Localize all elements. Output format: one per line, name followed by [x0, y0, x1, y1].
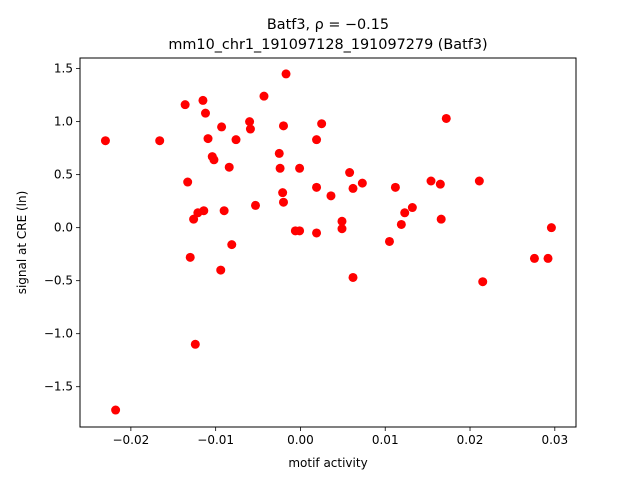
data-point: [435, 179, 445, 189]
data-point: [436, 214, 446, 224]
data-point: [317, 119, 327, 129]
data-point: [224, 162, 234, 172]
data-point: [155, 136, 165, 146]
data-point: [100, 136, 110, 146]
y-tick-label: −1.0: [44, 327, 73, 341]
y-tick-label: 1.5: [54, 62, 73, 76]
data-point: [227, 240, 237, 250]
data-point: [199, 206, 209, 216]
data-point: [189, 214, 199, 224]
data-point: [245, 124, 255, 134]
data-point: [345, 168, 355, 178]
x-tick-label: 0.02: [457, 433, 484, 447]
data-point: [337, 224, 347, 234]
data-point: [185, 252, 195, 262]
data-point: [337, 216, 347, 226]
data-point: [278, 197, 288, 207]
x-tick-label: −0.01: [197, 433, 234, 447]
data-point: [190, 339, 200, 349]
chart-title-line1: Batf3, ρ = −0.15: [267, 17, 389, 33]
chart-title-line2: mm10_chr1_191097128_191097279 (Batf3): [168, 37, 487, 53]
data-point: [278, 121, 288, 131]
data-point: [543, 253, 553, 263]
data-point: [231, 135, 241, 145]
y-tick-label: 0.5: [54, 168, 73, 182]
data-point: [357, 178, 367, 188]
data-point: [111, 405, 121, 415]
y-axis-ticks: −1.5 −1.0 −0.5 0.0 0.5 1.0 1.5: [44, 62, 80, 394]
data-points: [100, 69, 556, 415]
data-point: [384, 236, 394, 246]
data-point: [275, 163, 285, 173]
data-point: [295, 226, 305, 236]
data-point: [312, 135, 322, 145]
y-tick-label: 0.0: [54, 221, 73, 235]
data-point: [200, 108, 210, 118]
data-point: [198, 95, 208, 105]
x-tick-label: 0.03: [541, 433, 568, 447]
data-point: [295, 163, 305, 173]
data-point: [281, 69, 291, 79]
data-point: [478, 277, 488, 287]
data-point: [203, 134, 213, 144]
data-point: [209, 155, 219, 165]
data-point: [400, 208, 410, 218]
x-axis-label: motif activity: [288, 456, 367, 470]
data-point: [474, 176, 484, 186]
data-point: [251, 200, 261, 210]
data-point: [217, 122, 227, 132]
data-point: [259, 91, 269, 101]
data-point: [278, 188, 288, 198]
x-tick-label: 0.01: [372, 433, 399, 447]
data-point: [426, 176, 436, 186]
x-tick-label: −0.02: [112, 433, 149, 447]
plot-frame: [79, 57, 577, 428]
data-point: [407, 203, 417, 213]
y-tick-label: 1.0: [54, 115, 73, 129]
data-point: [312, 182, 322, 192]
data-point: [219, 206, 229, 216]
data-point: [529, 253, 539, 263]
data-point: [546, 223, 556, 233]
x-axis-ticks: −0.02 −0.01 0.00 0.01 0.02 0.03: [112, 427, 568, 447]
y-tick-label: −1.5: [44, 380, 73, 394]
data-point: [390, 182, 400, 192]
data-point: [245, 117, 255, 127]
data-point: [183, 177, 193, 187]
data-point: [348, 183, 358, 193]
data-point: [216, 265, 226, 275]
y-axis-label: signal at CRE (ln): [15, 191, 29, 295]
y-tick-label: −0.5: [44, 274, 73, 288]
x-tick-label: 0.00: [287, 433, 314, 447]
data-point: [396, 219, 406, 229]
data-point: [274, 148, 284, 158]
data-point: [326, 191, 336, 201]
data-point: [312, 228, 322, 238]
data-point: [180, 100, 190, 110]
data-point: [441, 113, 451, 123]
data-point: [348, 272, 358, 282]
